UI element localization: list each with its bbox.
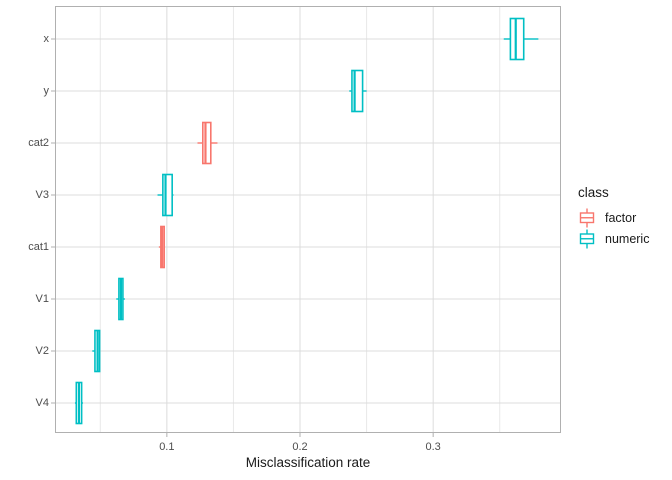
boxplot-key-icon (579, 229, 595, 248)
y-tick-label-y: y (43, 85, 50, 97)
legend-label-numeric: numeric (605, 231, 650, 246)
boxplot-key-icon (579, 208, 595, 227)
y-tick-label-V2: V2 (35, 345, 49, 357)
y-tick-label-V3: V3 (35, 189, 49, 201)
x-tick-label-0.2: 0.2 (292, 441, 308, 453)
y-tick-label-cat1: cat1 (28, 241, 49, 253)
legend-item-factor: factor (578, 207, 649, 228)
legend-item-numeric: numeric (578, 228, 649, 249)
y-tick-label-x: x (43, 33, 50, 45)
legend-label-factor: factor (605, 210, 637, 225)
x-axis-title: Misclassification rate (245, 455, 371, 470)
legend-title: class (578, 185, 609, 200)
x-tick-label-0.1: 0.1 (159, 441, 175, 453)
x-tick-label-0.3: 0.3 (425, 441, 441, 453)
legend: class factor numeric (578, 185, 649, 249)
y-tick-label-cat2: cat2 (28, 137, 49, 149)
y-tick-label-V4: V4 (35, 397, 49, 409)
y-tick-label-V1: V1 (35, 293, 49, 305)
